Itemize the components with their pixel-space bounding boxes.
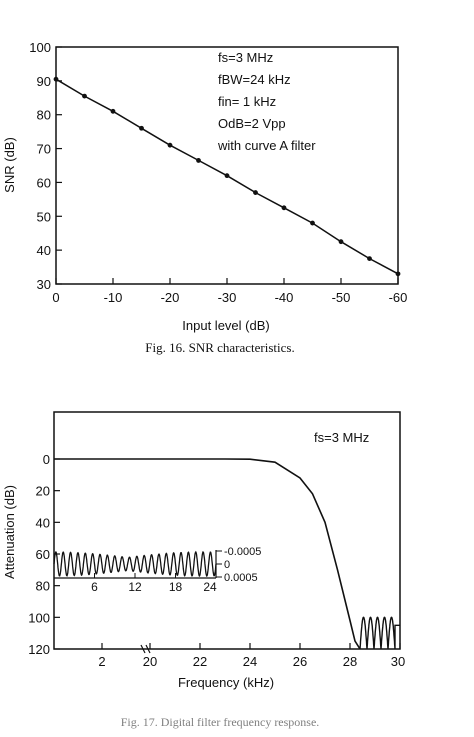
snr-annotation-line: fs=3 MHz	[218, 50, 273, 65]
snr-y-tick-label: 50	[37, 209, 51, 224]
filter-y-tick-label: 60	[36, 547, 50, 562]
inset-x-tick-label: 6	[91, 580, 98, 594]
snr-x-tick-label: -30	[218, 290, 237, 305]
snr-data-point	[110, 108, 116, 114]
snr-data-point	[281, 205, 287, 211]
snr-x-tick-label: -20	[161, 290, 180, 305]
snr-annotation-line: with curve A filter	[217, 138, 316, 153]
snr-data-point	[82, 93, 87, 99]
snr-x-tick-label: -60	[389, 290, 408, 305]
filter-x-tick-label: 24	[243, 654, 257, 669]
filter-x-tick-label: 28	[343, 654, 357, 669]
snr-data-point	[196, 158, 201, 163]
snr-y-axis-label: SNR (dB)	[2, 137, 17, 193]
snr-data-point	[167, 142, 173, 148]
snr-annotation-box: fs=3 MHz fBW=24 kHz fin= 1 kHz OdB=2 Vpp…	[217, 50, 316, 153]
snr-data-point	[139, 125, 144, 131]
filter-x-tick-label: 2	[98, 654, 105, 669]
snr-data-point	[395, 271, 401, 277]
filter-x-tick-label: 30	[391, 654, 405, 669]
snr-y-tick-label: 40	[37, 243, 51, 258]
inset-x-tick-label: 24	[203, 580, 217, 594]
inset-y-tick-label: -0.0005	[224, 546, 261, 558]
snr-data-point	[310, 220, 315, 226]
filter-annotation: fs=3 MHz	[314, 430, 369, 445]
inset-y-tick-label: 0	[224, 559, 230, 571]
filter-x-tick-label: 22	[193, 654, 207, 669]
filter-x-tick-label: 20	[143, 654, 157, 669]
filter-y-tick-label: 20	[36, 484, 50, 499]
snr-y-tick-label: 100	[29, 40, 51, 55]
snr-data-point	[253, 190, 258, 195]
snr-data-point	[53, 76, 59, 82]
snr-data-point	[367, 256, 372, 262]
snr-chart: 30 40 50 60 70 80 90 100 0 -10 -20 -30 -40 -50 -60 SN…	[2, 40, 407, 355]
filter-response-line	[54, 458, 361, 650]
snr-annotation-line: OdB=2 Vpp	[218, 116, 286, 131]
filter-y-tick-label: 120	[28, 642, 50, 657]
snr-annotation-line: fin= 1 kHz	[218, 94, 276, 109]
inset-x-tick-label: 18	[169, 580, 183, 594]
filter-axis-break	[140, 644, 151, 654]
filter-plot-frame	[53, 411, 401, 650]
filter-y-axis-label: Attenuation (dB)	[2, 485, 17, 579]
filter-figure-caption: Fig. 17. Digital filter frequency respon…	[121, 715, 320, 729]
snr-data-point	[224, 173, 230, 179]
filter-y-tick-label: 40	[36, 515, 50, 530]
filter-stopband-ripple	[359, 616, 400, 650]
filter-y-tick-label: 80	[36, 579, 50, 594]
snr-annotation-line: fBW=24 kHz	[218, 72, 291, 87]
snr-y-tick-label: 70	[37, 142, 51, 157]
filter-y-tick-label: 0	[43, 452, 50, 467]
snr-x-axis-label: Input level (dB)	[182, 318, 269, 333]
snr-y-tick-label: 60	[37, 175, 51, 190]
snr-y-tick-label: 80	[37, 108, 51, 123]
snr-y-tick-label: 90	[37, 74, 51, 89]
inset-y-tick-label: 0.0005	[224, 572, 258, 584]
filter-x-axis-label: Frequency (kHz)	[178, 675, 274, 690]
filter-y-tick-label: 100	[28, 610, 50, 625]
snr-x-tick-label: -40	[275, 290, 294, 305]
snr-x-tick-label: 0	[52, 290, 59, 305]
inset-x-tick-label: 12	[128, 580, 142, 594]
snr-figure-caption: Fig. 16. SNR characteristics.	[145, 340, 294, 355]
snr-x-tick-label: -10	[104, 290, 123, 305]
snr-data-point	[338, 239, 344, 245]
filter-x-tick-label: 26	[293, 654, 307, 669]
snr-x-tick-label: -50	[332, 290, 351, 305]
snr-y-tick-label: 30	[37, 277, 51, 292]
inset-ripple-line	[53, 550, 217, 578]
